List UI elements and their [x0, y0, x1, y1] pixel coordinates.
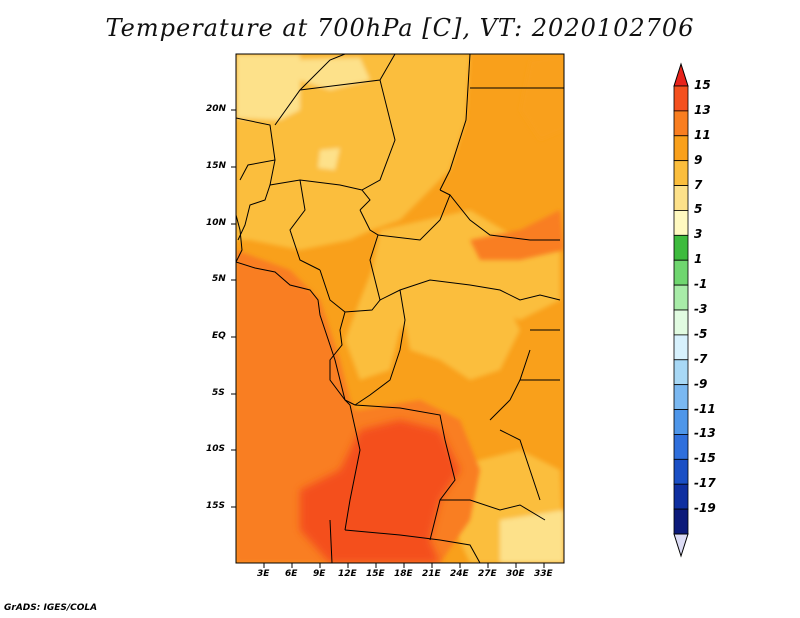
lon-label-18e: 18E — [394, 569, 413, 579]
colorbar-box — [673, 483, 689, 510]
colorbar-box — [673, 309, 689, 336]
lat-label-10s: 10S — [206, 444, 226, 454]
lon-label-15e: 15E — [366, 569, 385, 579]
colorbar-box — [673, 210, 689, 236]
lat-ticks — [231, 109, 236, 508]
lon-label-6e: 6E — [285, 569, 298, 579]
colorbar-box — [673, 160, 689, 186]
lon-label-27e: 27E — [478, 569, 497, 579]
colorbar-label: 1 — [694, 252, 703, 267]
colorbar-box — [673, 110, 689, 137]
colorbar-label: -3 — [694, 302, 708, 316]
colorbar-top-triangle — [673, 62, 689, 87]
coastline — [236, 214, 351, 406]
colorbar-box — [673, 234, 689, 261]
lat-label-5s: 5S — [212, 388, 225, 398]
colorbar-box — [673, 508, 689, 535]
lat-label-eq: EQ — [212, 331, 226, 341]
colorbar-label: -5 — [694, 326, 708, 341]
lat-label-5n: 5N — [212, 274, 226, 284]
colorbar-label: -17 — [694, 476, 716, 491]
colorbar-label: 13 — [694, 102, 711, 117]
lon-label-3e: 3E — [257, 569, 270, 579]
lon-label-9e: 9E — [313, 569, 326, 579]
colorbar-box — [673, 458, 689, 485]
lon-label-33e: 33E — [534, 569, 553, 579]
map-title: Temperature at 700hPa [C], VT: 202010270… — [105, 14, 695, 42]
colorbar-box — [673, 384, 689, 410]
colorbar-box — [673, 359, 689, 386]
colorbar-label: -1 — [694, 277, 708, 292]
colorbar-label: 7 — [694, 177, 703, 192]
credit-text: GrADS: IGES/COLA — [4, 603, 98, 613]
colorbar-label: -13 — [694, 426, 716, 441]
colorbar-box — [673, 334, 689, 361]
lon-ticks — [263, 563, 545, 568]
colorbar-box — [673, 284, 689, 311]
colorbar-box — [673, 135, 689, 162]
colorbar-label: 5 — [694, 202, 703, 217]
country-borders — [236, 54, 564, 563]
lat-label-10n: 10N — [206, 218, 227, 228]
colorbar-label: 15 — [694, 78, 711, 92]
colorbar-label: 9 — [694, 152, 703, 167]
lon-label-24e: 24E — [450, 569, 469, 579]
colorbar-box — [673, 409, 689, 435]
colorbar-label: -9 — [694, 376, 708, 391]
colorbar-label: -7 — [694, 351, 708, 366]
colorbar-box — [673, 434, 689, 460]
colorbar-label: -11 — [694, 401, 716, 416]
colorbar — [673, 62, 689, 558]
lon-label-21e: 21E — [422, 569, 441, 579]
colorbar-label: -19 — [694, 501, 716, 516]
lat-label-20n: 20N — [206, 104, 227, 114]
lat-label-15n: 15N — [206, 161, 227, 171]
colorbar-box — [673, 185, 689, 211]
lat-label-15s: 15S — [206, 501, 226, 511]
map-frame — [235, 53, 565, 564]
colorbar-box — [673, 85, 689, 112]
temperature-field — [236, 54, 564, 563]
lon-label-12e: 12E — [338, 569, 357, 579]
colorbar-label: 3 — [694, 227, 703, 242]
lon-label-30e: 30E — [506, 569, 525, 579]
colorbar-box — [673, 259, 689, 286]
colorbar-label: -15 — [694, 451, 716, 466]
colorbar-label: 11 — [694, 127, 711, 142]
colorbar-bottom-triangle — [673, 533, 689, 558]
